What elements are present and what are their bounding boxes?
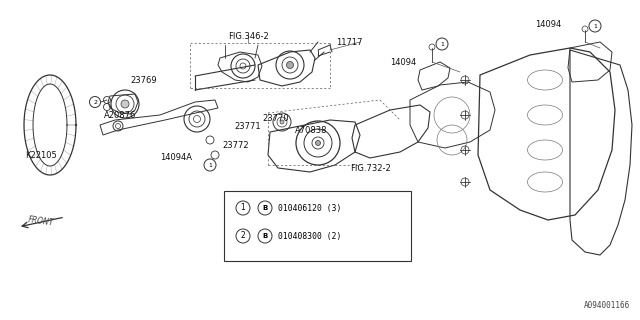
Text: 1: 1: [593, 23, 597, 28]
Text: A20876: A20876: [104, 110, 136, 119]
Circle shape: [316, 140, 321, 146]
Text: 010408300 (2): 010408300 (2): [278, 231, 341, 241]
Text: A70838: A70838: [295, 125, 328, 134]
Text: 2: 2: [93, 100, 97, 105]
Circle shape: [287, 61, 294, 68]
FancyBboxPatch shape: [224, 191, 411, 261]
Text: 14094: 14094: [390, 58, 416, 67]
Text: 23769: 23769: [130, 76, 157, 84]
Text: 23770: 23770: [262, 114, 289, 123]
Text: A094001166: A094001166: [584, 301, 630, 310]
Text: 1: 1: [241, 204, 245, 212]
Text: 1: 1: [208, 163, 212, 167]
Text: FIG.732-2: FIG.732-2: [350, 164, 391, 172]
Text: 14094: 14094: [535, 20, 561, 28]
Text: 23772: 23772: [222, 140, 248, 149]
Text: K22105: K22105: [25, 150, 57, 159]
Text: 010406120 (3): 010406120 (3): [278, 204, 341, 212]
Text: 2: 2: [241, 231, 245, 241]
Text: 1: 1: [440, 42, 444, 46]
Text: 14094A: 14094A: [160, 153, 192, 162]
Text: 23771: 23771: [234, 122, 260, 131]
Text: B: B: [262, 205, 268, 211]
Text: FIG.346-2: FIG.346-2: [228, 31, 268, 41]
Text: B: B: [262, 233, 268, 239]
Text: 11717: 11717: [336, 37, 362, 46]
Circle shape: [121, 100, 129, 108]
Text: FRONT: FRONT: [28, 215, 55, 227]
Circle shape: [280, 120, 284, 124]
